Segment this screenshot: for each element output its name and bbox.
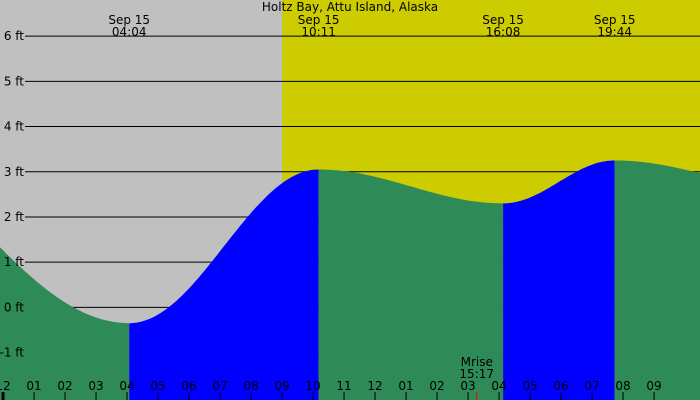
tide-areas — [0, 160, 700, 400]
x-tick-label: 06 — [181, 379, 196, 393]
chart-title: Holtz Bay, Attu Island, Alaska — [262, 0, 438, 14]
x-tick-label: 07 — [584, 379, 599, 393]
x-tick-label: 05 — [522, 379, 537, 393]
event-time-label: 04:04 — [112, 25, 147, 39]
x-tick-label: 12 — [367, 379, 382, 393]
y-tick-label: 2 ft — [4, 210, 24, 224]
x-tick-label: 01 — [398, 379, 413, 393]
rising-tide-area — [129, 169, 319, 400]
y-tick-label: -1 ft — [0, 346, 24, 360]
y-tick-label: 4 ft — [4, 120, 24, 134]
x-tick-label: 02 — [429, 379, 444, 393]
event-time-label: 10:11 — [301, 25, 336, 39]
falling-tide-area — [614, 160, 700, 400]
x-tick-label: 08 — [243, 379, 258, 393]
y-tick-label: 3 ft — [4, 165, 24, 179]
moon-event-label: Mrise — [461, 355, 493, 369]
x-tick-label: 03 — [88, 379, 103, 393]
rising-tide-area — [503, 160, 615, 400]
x-tick-label: 07 — [212, 379, 227, 393]
event-date-label: Sep 15 — [108, 13, 150, 27]
y-tick-label: 6 ft — [4, 29, 24, 43]
x-tick-label: 10 — [305, 379, 320, 393]
x-axis: 1112010203040506070809101112010203040506… — [0, 379, 662, 400]
event-date-label: Sep 15 — [594, 13, 636, 27]
moon-event-time: 15:17 — [459, 367, 494, 381]
x-tick-label: 09 — [274, 379, 289, 393]
event-time-label: 16:08 — [486, 25, 521, 39]
x-tick-label: 08 — [615, 379, 630, 393]
x-tick-label: 06 — [553, 379, 568, 393]
falling-tide-area — [0, 247, 130, 400]
x-tick-label: 11 — [336, 379, 351, 393]
y-tick-label: 1 ft — [4, 255, 24, 269]
x-tick-label: 01 — [26, 379, 41, 393]
event-date-label: Sep 15 — [298, 13, 340, 27]
y-tick-label: 0 ft — [4, 300, 24, 314]
x-tick-label: 12 — [0, 379, 11, 393]
x-tick-label: 04 — [491, 379, 506, 393]
x-tick-label: 02 — [57, 379, 72, 393]
event-time-label: 19:44 — [597, 25, 632, 39]
y-axis-labels: 6 ft 5 ft 4 ft 3 ft 2 ft 1 ft 0 ft -1 ft — [0, 29, 24, 359]
falling-tide-area — [318, 169, 504, 400]
x-tick-label: 09 — [646, 379, 661, 393]
event-date-label: Sep 15 — [482, 13, 524, 27]
x-tick-label: 05 — [150, 379, 165, 393]
x-tick-label: 04 — [119, 379, 134, 393]
y-tick-label: 5 ft — [4, 74, 24, 88]
x-tick-label: 03 — [460, 379, 475, 393]
